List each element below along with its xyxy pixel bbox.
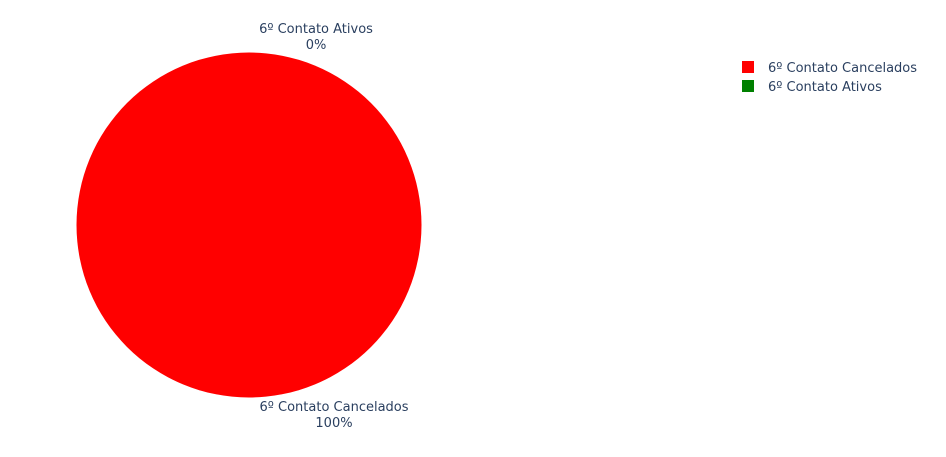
slice-label-6-contato-ativos: 6º Contato Ativos [259,22,373,37]
legend-swatch [742,61,754,73]
slice-percent-6-contato-ativos: 0% [306,38,327,53]
legend-swatch [742,80,754,92]
legend-label: 6º Contato Cancelados [768,61,917,76]
pie-slices [76,52,422,398]
slice-label-6-contato-cancelados: 6º Contato Cancelados [259,400,408,415]
legend[interactable]: 6º Contato Cancelados 6º Contato Ativos [742,61,917,95]
legend-label: 6º Contato Ativos [768,80,882,95]
pie-slice-6-contato-cancelados[interactable] [76,52,422,398]
legend-item-6-contato-cancelados[interactable]: 6º Contato Cancelados [742,61,917,76]
slice-percent-6-contato-cancelados: 100% [315,416,352,431]
legend-item-6-contato-ativos[interactable]: 6º Contato Ativos [742,80,882,95]
